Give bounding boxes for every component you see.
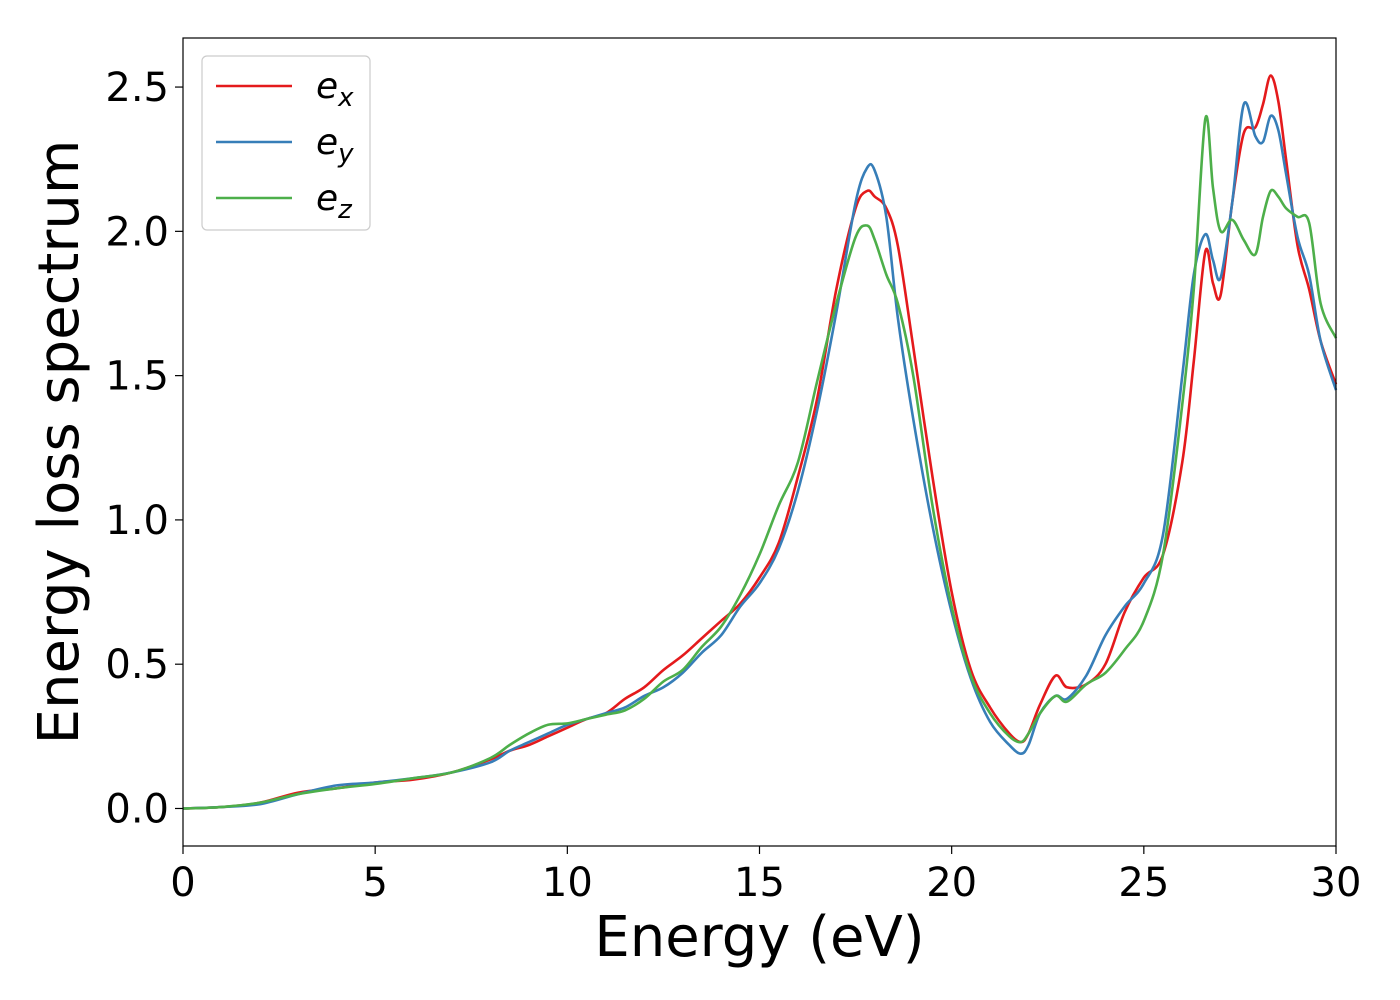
y-tick-label: 2.0 (105, 209, 169, 255)
x-axis-title: Energy (eV) (594, 905, 924, 970)
y-tick-label: 0.5 (105, 642, 169, 688)
x-tick-label: 5 (362, 860, 387, 906)
y-tick-label: 2.5 (105, 65, 169, 111)
x-tick-label: 15 (734, 860, 785, 906)
x-tick-label: 25 (1118, 860, 1169, 906)
y-tick-label: 1.0 (105, 498, 169, 544)
x-tick-label: 20 (926, 860, 977, 906)
x-axis: 0 5 10 15 20 25 30 (170, 846, 1361, 906)
y-tick-label: 1.5 (105, 354, 169, 400)
series-layer (182, 74, 1338, 810)
x-tick-label: 30 (1311, 860, 1362, 906)
legend-label-z: ez (316, 178, 353, 225)
y-axis: 0.0 0.5 1.0 1.5 2.0 2.5 (105, 65, 183, 832)
plot-background (183, 38, 1336, 846)
y-tick-label: 0.0 (105, 786, 169, 832)
series-line-y (182, 101, 1338, 810)
x-tick-label: 10 (542, 860, 593, 906)
series-line-z (182, 114, 1338, 810)
legend: ex ey ez (201, 55, 371, 231)
y-axis-title: Energy loss spectrum (27, 140, 92, 745)
series-line-x (182, 74, 1338, 810)
x-tick-label: 0 (170, 860, 195, 906)
legend-label-y: ey (316, 122, 354, 169)
legend-label-x: ex (316, 66, 354, 113)
